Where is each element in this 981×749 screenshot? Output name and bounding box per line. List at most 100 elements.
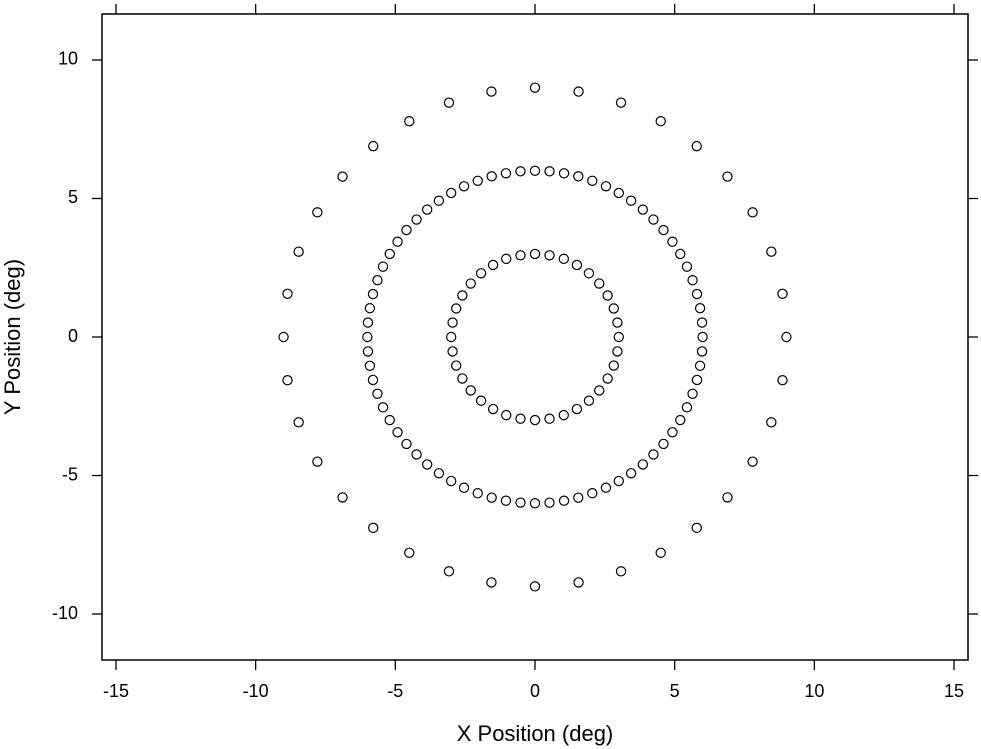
point [500, 495, 512, 506]
point [573, 577, 584, 588]
point [571, 403, 583, 415]
x-tick-label: 10 [804, 681, 824, 701]
point [421, 459, 433, 470]
point [401, 438, 412, 450]
point [515, 250, 526, 261]
point [600, 181, 612, 192]
point [625, 468, 637, 479]
point [465, 385, 476, 396]
point [655, 547, 666, 558]
point [377, 402, 389, 413]
point [377, 261, 389, 272]
point [372, 275, 383, 286]
point [364, 360, 376, 372]
point [486, 492, 497, 503]
point [475, 268, 487, 279]
point [384, 248, 395, 260]
point [637, 459, 649, 470]
point [282, 375, 293, 386]
point [544, 250, 555, 261]
point [667, 236, 678, 247]
point [475, 395, 487, 406]
point [486, 577, 497, 588]
point [282, 288, 293, 299]
point [451, 303, 462, 314]
point [573, 171, 584, 182]
point [451, 360, 462, 371]
point [658, 438, 669, 450]
x-tick-label: -10 [243, 681, 269, 701]
point [747, 207, 758, 218]
point [612, 317, 623, 328]
point [529, 165, 541, 176]
point [501, 253, 512, 265]
point [486, 86, 497, 97]
x-tick-label: 15 [944, 681, 964, 701]
point [443, 97, 455, 108]
point [312, 207, 323, 218]
point [368, 522, 379, 534]
point [362, 346, 374, 357]
point [433, 195, 445, 206]
point [411, 214, 422, 225]
point [445, 187, 457, 199]
point [615, 566, 627, 577]
point [457, 373, 468, 384]
point [777, 375, 788, 386]
point [691, 288, 703, 300]
point [675, 414, 686, 426]
point [681, 402, 693, 413]
point [573, 492, 584, 503]
point [529, 82, 541, 93]
point [544, 166, 555, 177]
x-tick-label: 0 [530, 681, 540, 701]
point [501, 409, 512, 421]
y-tick-label: 10 [58, 49, 78, 69]
point [571, 259, 583, 271]
point [594, 278, 605, 289]
point [337, 171, 348, 182]
point [558, 253, 569, 265]
point [529, 581, 541, 592]
point [637, 204, 649, 215]
x-tick-label: -5 [387, 681, 403, 701]
point [458, 482, 470, 493]
point [747, 456, 758, 467]
point [529, 414, 541, 426]
point [401, 224, 412, 236]
point [529, 498, 541, 509]
point [602, 373, 613, 384]
point [722, 171, 733, 182]
point [515, 166, 526, 177]
point [612, 346, 623, 357]
point [362, 317, 374, 328]
point [625, 195, 637, 206]
y-tick-label: -10 [52, 603, 78, 623]
y-tick-label: 5 [68, 187, 78, 207]
point [691, 140, 702, 152]
point [392, 236, 403, 247]
point [615, 97, 627, 108]
point [487, 403, 499, 415]
point [658, 224, 669, 236]
point [558, 409, 569, 421]
point [587, 175, 598, 186]
y-tick-label: -5 [62, 464, 78, 484]
point [293, 417, 304, 428]
point [697, 331, 708, 343]
point [766, 246, 777, 257]
point [558, 495, 570, 506]
point [583, 395, 595, 406]
point [458, 181, 470, 192]
point [465, 278, 476, 289]
point [500, 168, 512, 179]
point [544, 497, 555, 508]
point [691, 522, 702, 534]
point [404, 116, 415, 127]
point [337, 492, 348, 503]
point [392, 427, 403, 438]
point [433, 468, 445, 479]
point [687, 388, 698, 399]
point [694, 360, 706, 372]
